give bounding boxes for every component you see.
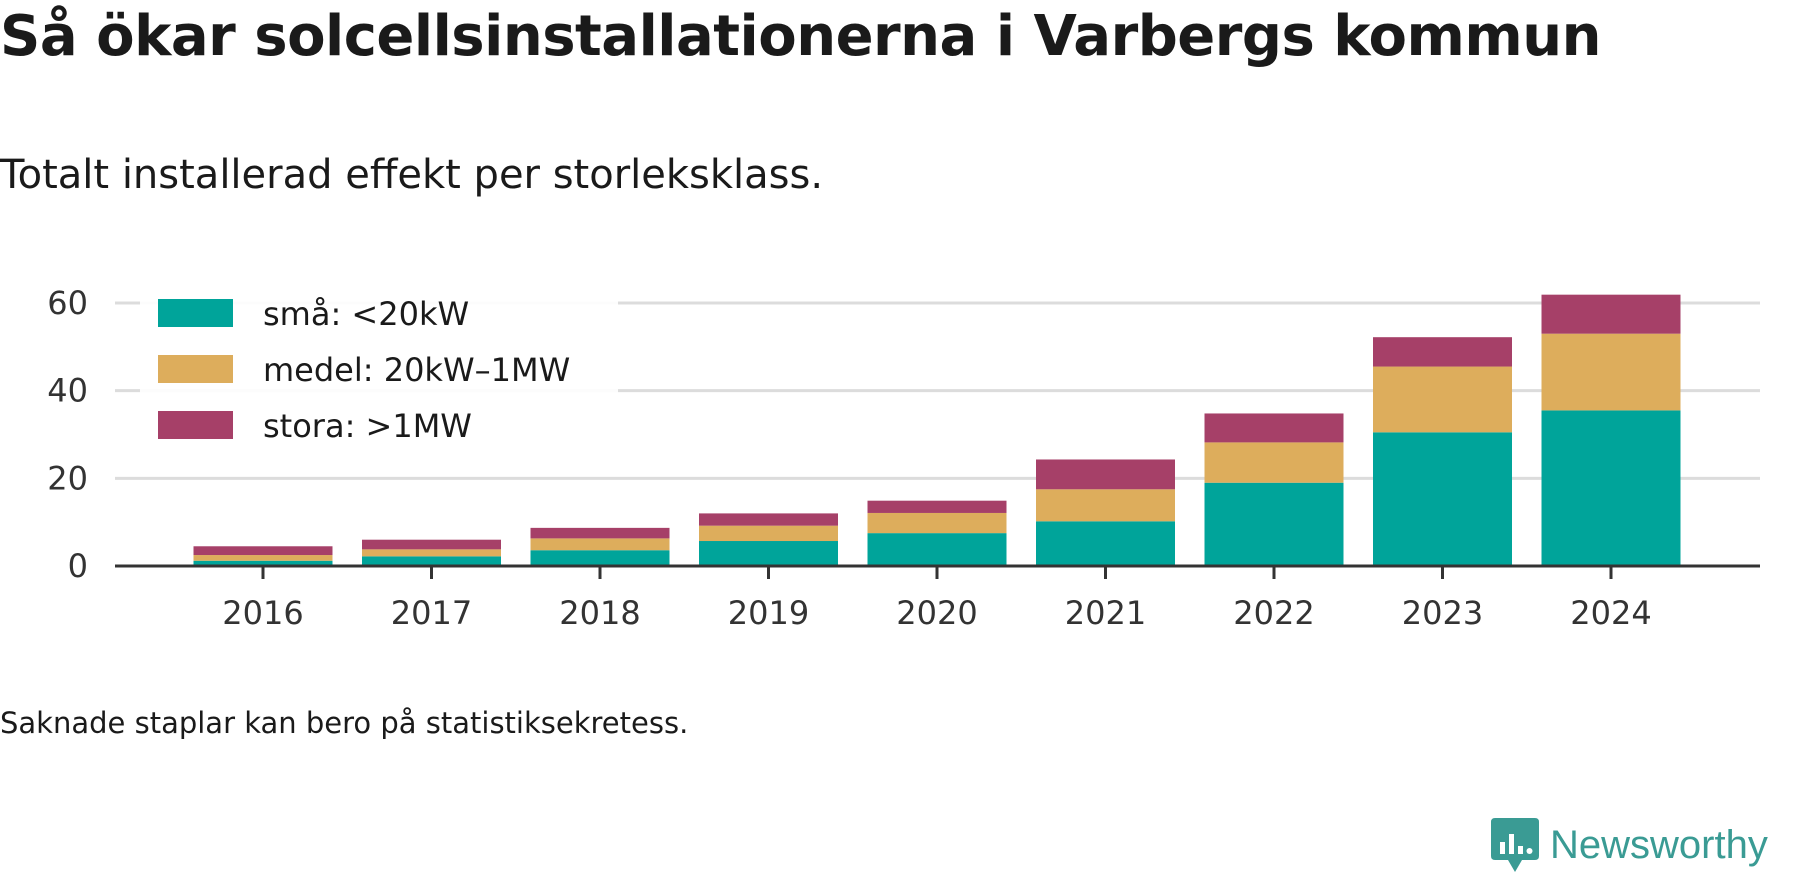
bar-segment (1204, 413, 1344, 443)
bar-segment (362, 556, 501, 566)
footnote: Saknade staplar kan bero på statistiksek… (0, 706, 689, 740)
bar-segment (530, 538, 670, 551)
legend-swatch (158, 411, 233, 439)
chart-subtitle: Totalt installerad effekt per storlekskl… (0, 152, 824, 198)
legend-swatch (158, 299, 233, 327)
y-tick-label: 60 (47, 284, 88, 322)
x-tick-label: 2023 (1402, 594, 1483, 632)
stacked-bar-chart: 0 20 40 60 2016 2017 2018 2019 2020 2021 2022 2023… (47, 283, 1760, 632)
x-tick-label: 2016 (222, 594, 303, 632)
bar-segment (530, 527, 670, 539)
bar-segment (193, 560, 333, 566)
bar-segment (1373, 337, 1512, 367)
bar-segment (1541, 333, 1681, 411)
bar-segment (193, 546, 333, 556)
bar-segment (1541, 294, 1681, 334)
x-tick-label: 2018 (559, 594, 640, 632)
y-tick-label: 0 (68, 547, 88, 585)
legend-label: stora: >1MW (263, 407, 472, 445)
y-tick-label: 20 (47, 459, 88, 497)
bar-segment (1373, 366, 1512, 433)
bar-segment (362, 549, 501, 557)
bar-segment (1204, 442, 1344, 483)
brand-name: Newsworthy (1550, 822, 1768, 867)
bar-segment (1036, 489, 1175, 522)
legend-label: medel: 20kW–1MW (263, 351, 570, 389)
x-tick-label: 2020 (896, 594, 977, 632)
bar-segment (699, 525, 838, 542)
bar-segment (1541, 410, 1681, 566)
bar-segment (867, 533, 1007, 566)
bar-segment (1373, 432, 1512, 566)
bar-segment (699, 541, 838, 566)
x-tick-label: 2022 (1233, 594, 1314, 632)
bar-segment (867, 500, 1007, 513)
x-tick-label: 2024 (1570, 594, 1651, 632)
x-tick-label: 2021 (1065, 594, 1146, 632)
x-axis-ticks: 2016 2017 2018 2019 2020 2021 2022 2023 2024 (222, 566, 1652, 632)
bar-segment (699, 513, 838, 526)
bar-segment (1036, 459, 1175, 490)
bar-segment (1036, 521, 1175, 566)
legend-label: små: <20kW (263, 295, 469, 333)
legend: små: <20kW medel: 20kW–1MW stora: >1MW (140, 283, 618, 453)
bar-segment (867, 512, 1007, 534)
bar-segment (193, 555, 333, 561)
newsworthy-logo: Newsworthy (1490, 816, 1768, 874)
y-axis-ticks: 0 20 40 60 (47, 284, 88, 585)
bar-segment (1204, 482, 1344, 566)
x-tick-label: 2019 (728, 594, 809, 632)
bar-segment (362, 539, 501, 550)
y-tick-label: 40 (47, 372, 88, 410)
x-tick-label: 2017 (391, 594, 472, 632)
newsworthy-logo-icon (1491, 818, 1539, 872)
legend-swatch (158, 355, 233, 383)
chart-title: Så ökar solcellsinstallationerna i Varbe… (0, 4, 1601, 69)
bar-segment (530, 550, 670, 566)
bars (193, 294, 1681, 566)
